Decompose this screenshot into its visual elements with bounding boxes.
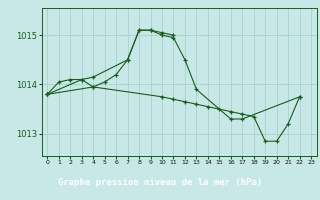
Text: Graphe pression niveau de la mer (hPa): Graphe pression niveau de la mer (hPa)	[58, 178, 262, 187]
